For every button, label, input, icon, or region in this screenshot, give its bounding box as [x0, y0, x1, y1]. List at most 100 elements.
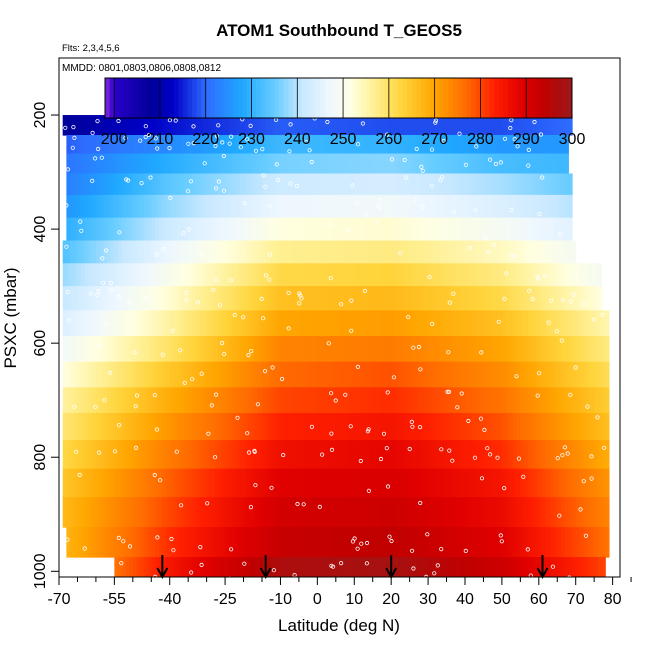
heatmap-cell	[590, 336, 595, 363]
colorbar-cell	[150, 78, 156, 118]
heatmap-cell	[424, 263, 429, 287]
heatmap-cell	[188, 286, 193, 311]
heatmap-cell	[73, 153, 79, 175]
heatmap-cell	[350, 310, 355, 337]
heatmap-cell	[450, 134, 455, 155]
heatmap-cell	[568, 440, 573, 470]
heatmap-cell	[62, 361, 67, 388]
heatmap-cell	[405, 413, 411, 441]
heatmap-cell	[428, 286, 433, 311]
heatmap-cell	[424, 240, 429, 264]
heatmap-cell	[280, 217, 285, 242]
heatmap-cell	[284, 387, 289, 414]
heatmap-cell	[350, 527, 355, 558]
heatmap-cell	[464, 134, 470, 155]
heatmap-cell	[118, 173, 123, 196]
heatmap-cell	[103, 336, 108, 363]
sample-marker	[220, 340, 225, 346]
heatmap-cell	[453, 286, 459, 311]
heatmap-cell	[464, 387, 470, 414]
heatmap-cell	[546, 310, 551, 337]
heatmap-cell	[191, 286, 197, 311]
heatmap-cell	[114, 361, 119, 388]
heatmap-cell	[147, 263, 152, 287]
heatmap-cell	[439, 310, 444, 337]
heatmap-cell	[450, 240, 455, 264]
heatmap-cell	[328, 361, 333, 388]
heatmap-cell	[254, 286, 259, 311]
heatmap-cell	[217, 217, 222, 242]
sample-marker	[389, 157, 395, 162]
heatmap-cell	[140, 468, 145, 498]
sample-marker	[364, 540, 370, 546]
heatmap-cell	[125, 217, 130, 242]
heatmap-cell	[136, 286, 141, 311]
sample-marker	[349, 328, 354, 333]
heatmap-cell	[140, 286, 145, 311]
heatmap-cell	[483, 194, 488, 219]
heatmap-cell	[524, 387, 529, 414]
colorbar-cell	[141, 78, 147, 118]
heatmap-cell	[276, 387, 282, 414]
sample-marker	[433, 118, 438, 123]
sample-marker	[558, 232, 563, 237]
heatmap-cell	[287, 134, 293, 155]
heatmap-cell	[557, 240, 562, 264]
heatmap-cell	[365, 263, 370, 287]
heatmap-cell	[317, 336, 322, 363]
heatmap-cell	[446, 263, 451, 287]
heatmap-cell	[221, 361, 226, 388]
sample-marker	[589, 454, 594, 459]
heatmap-cell	[494, 557, 499, 577]
heatmap-cell	[586, 497, 592, 528]
heatmap-cell	[594, 497, 599, 528]
heatmap-cell	[70, 387, 75, 414]
heatmap-cell	[394, 173, 400, 196]
sample-marker	[133, 445, 139, 450]
heatmap-cell	[81, 527, 86, 558]
heatmap-cell	[335, 361, 341, 388]
heatmap-cell	[453, 440, 459, 470]
heatmap-cell	[328, 497, 333, 528]
heatmap-cell	[339, 153, 344, 175]
heatmap-cell	[339, 361, 344, 388]
heatmap-cell	[428, 387, 433, 414]
heatmap-cell	[446, 240, 451, 264]
sample-marker	[447, 448, 452, 453]
heatmap-cell	[420, 286, 425, 311]
heatmap-cell	[121, 497, 127, 528]
heatmap-cell	[95, 310, 101, 337]
heatmap-cell	[250, 336, 256, 363]
heatmap-cell	[512, 468, 518, 498]
heatmap-cell	[420, 115, 425, 136]
heatmap-cell	[579, 310, 584, 337]
heatmap-cell	[180, 194, 186, 219]
heatmap-cell	[291, 361, 296, 388]
heatmap-cell	[417, 310, 422, 337]
heatmap-cell	[291, 557, 296, 577]
heatmap-cell	[180, 557, 186, 577]
heatmap-cell	[162, 468, 167, 498]
heatmap-cell	[332, 115, 337, 136]
heatmap-cell	[202, 263, 208, 287]
sample-marker	[445, 389, 450, 394]
heatmap-cell	[214, 497, 219, 528]
heatmap-cell	[321, 497, 326, 528]
heatmap-cell	[505, 134, 510, 155]
heatmap-cell	[180, 173, 186, 196]
heatmap-cell	[509, 468, 514, 498]
heatmap-cell	[313, 527, 318, 558]
heatmap-cell	[92, 527, 97, 558]
heatmap-cell	[287, 263, 293, 287]
heatmap-cell	[147, 115, 152, 136]
heatmap-cell	[446, 440, 451, 470]
heatmap-cell	[583, 336, 588, 363]
heatmap-cell	[199, 310, 204, 337]
heatmap-cell	[590, 387, 595, 414]
heatmap-cell	[280, 361, 285, 388]
heatmap-cell	[217, 286, 222, 311]
sample-marker	[155, 146, 160, 151]
heatmap-cell	[538, 361, 544, 388]
heatmap-cell	[346, 361, 352, 388]
sample-marker	[375, 219, 380, 224]
